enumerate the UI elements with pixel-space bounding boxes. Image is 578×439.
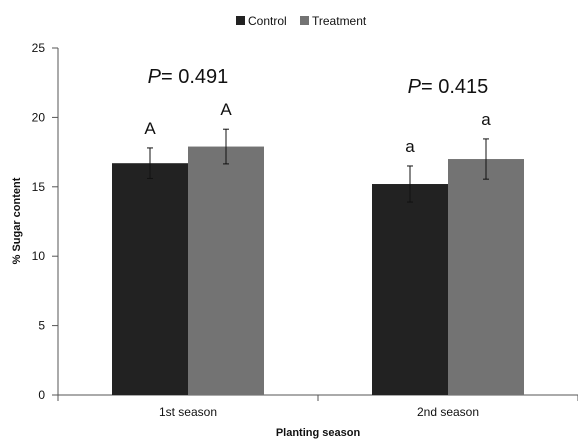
y-tick-label: 25 [32,41,46,55]
x-axis-title: Planting season [276,427,361,439]
p-value-text: = 0.415 [421,76,488,98]
x-tick-label: 2nd season [417,405,479,419]
p-value-annotation: P= 0.491 [148,66,229,88]
legend: Control Treatment [236,14,367,28]
significance-letter: A [220,100,232,119]
significance-letter: a [405,137,415,156]
bar-treatment-2 [448,159,524,395]
legend-swatch-treatment [300,16,309,25]
x-axis-ticks: 1st season 2nd season [57,395,578,419]
y-tick-label: 10 [32,249,46,263]
bar-control-1 [112,163,188,395]
bar-treatment-1 [188,146,264,395]
y-tick-label: 15 [32,180,46,194]
p-value-annotation: P= 0.415 [408,76,489,98]
y-tick-label: 5 [38,319,45,333]
y-axis-title: % Sugar content [11,177,23,264]
bar-control-2 [372,184,448,395]
y-tick-label: 0 [38,388,45,402]
p-symbol: P [408,76,422,98]
legend-label-control: Control [248,14,287,28]
legend-swatch-control [236,16,245,25]
legend-label-treatment: Treatment [312,14,367,28]
p-value-text: = 0.491 [161,66,228,88]
y-tick-label: 20 [32,110,46,124]
significance-letter: a [481,110,491,129]
bars [112,146,524,395]
significance-letter: A [144,119,156,138]
p-symbol: P [148,66,162,88]
y-axis-ticks: 0 5 10 15 20 25 [32,41,58,402]
error-bars [147,128,489,203]
x-tick-label: 1st season [159,405,217,419]
